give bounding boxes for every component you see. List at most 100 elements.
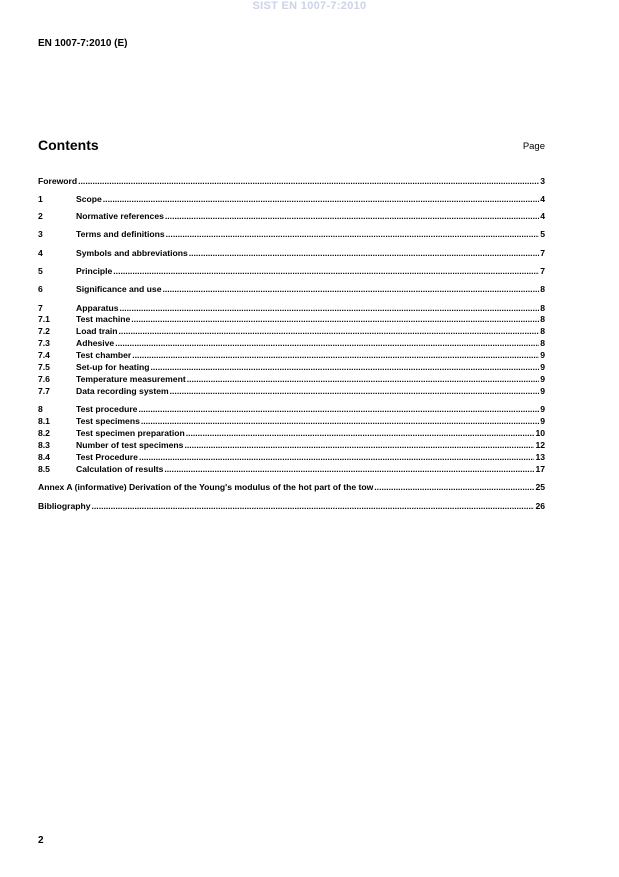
toc-leader-dots [113,266,539,277]
toc-entry[interactable]: 3 Terms and definitions 5 [38,229,545,240]
toc-leader-dots [141,416,539,427]
toc-page: 9 [540,386,545,396]
toc-title: Significance and use [76,284,162,294]
toc-leader-dots [184,440,534,451]
toc-entry[interactable]: 8 Test procedure 9 [38,404,545,415]
toc-title: Test specimens [76,416,140,426]
toc-number: 1 [38,194,43,204]
toc-leader-dots [132,350,539,361]
toc-page: 17 [535,464,545,474]
toc-title: Temperature measurement [76,374,186,384]
toc-page: 8 [540,338,545,348]
toc-leader-dots [189,248,539,259]
toc-page: 9 [540,374,545,384]
toc-title: Data recording system [76,386,169,396]
toc-title: Bibliography [38,501,91,511]
toc-entry[interactable]: 6 Significance and use 8 [38,284,545,295]
toc-entry[interactable]: 7.3 Adhesive 8 [38,338,545,349]
toc-entry[interactable]: 8.1 Test specimens 9 [38,416,545,427]
toc-number: 7.3 [38,338,50,348]
toc-number: 4 [38,248,43,258]
toc-title: Test procedure [76,404,138,414]
toc-number: 8.3 [38,440,50,450]
toc-number: 8.5 [38,464,50,474]
toc-leader-dots [187,374,540,385]
toc-entry[interactable]: 8.5 Calculation of results 17 [38,464,545,475]
toc-leader-dots [120,303,540,314]
toc-entry[interactable]: 1 Scope 4 [38,194,545,205]
page-number: 2 [38,835,44,846]
toc-number: 7.2 [38,326,50,336]
toc-page: 25 [535,482,545,492]
toc-entry[interactable]: 8.4 Test Procedure 13 [38,452,545,463]
toc-title: Load train [76,326,118,336]
contents-title: Contents [38,137,99,153]
toc-page: 4 [540,194,545,204]
toc-entry[interactable]: 4 Symbols and abbreviations 7 [38,248,545,259]
toc-title: Number of test specimens [76,440,184,450]
toc-title: Annex A (informative) Derivation of the … [38,482,374,492]
toc-leader-dots [119,326,540,337]
toc-title: Test machine [76,314,131,324]
toc-page: 5 [540,229,545,239]
toc-number: 8.4 [38,452,50,462]
toc-page: 8 [540,303,545,313]
toc-page: 8 [540,326,545,336]
toc-title: Symbols and abbreviations [76,248,188,258]
toc-number: 2 [38,211,43,221]
toc-entry[interactable]: Annex A (informative) Derivation of the … [38,482,545,493]
toc-entry[interactable]: 8.2 Test specimen preparation 10 [38,428,545,439]
toc-number: 7.6 [38,374,50,384]
toc-entry[interactable]: 5 Principle 7 [38,266,545,277]
toc-page: 7 [540,248,545,258]
toc-entry[interactable]: 7.6 Temperature measurement 9 [38,374,545,385]
toc-page: 12 [535,440,545,450]
toc-entry[interactable]: 7.4 Test chamber 9 [38,350,545,361]
toc-leader-dots [92,501,535,512]
toc-leader-dots [138,404,539,415]
toc-title: Calculation of results [76,464,164,474]
toc-entry[interactable]: 7.1 Test machine 8 [38,314,545,325]
toc-number: 7 [38,303,43,313]
toc-leader-dots [139,452,535,463]
toc-number: 7.5 [38,362,50,372]
toc-leader-dots [166,229,540,240]
toc-page: 8 [540,284,545,294]
toc-title: Apparatus [76,303,119,313]
toc-page: 9 [540,362,545,372]
toc-entry[interactable]: Foreword 3 [38,176,545,187]
toc-page: 7 [540,266,545,276]
toc-leader-dots [170,386,540,397]
toc-title: Adhesive [76,338,115,348]
toc-entry[interactable]: 7 Apparatus 8 [38,303,545,314]
toc-leader-dots [78,176,539,187]
toc-entry[interactable]: 7.7 Data recording system 9 [38,386,545,397]
watermark: SIST EN 1007-7:2010 [252,0,367,12]
toc-page: 26 [535,501,545,511]
toc-number: 8.2 [38,428,50,438]
toc-number: 5 [38,266,43,276]
toc-leader-dots [162,284,539,295]
toc-page: 3 [540,176,545,186]
page-column-label: Page [522,141,545,152]
toc-leader-dots [374,482,534,493]
toc-title: Test chamber [76,350,132,360]
toc-title: Terms and definitions [76,229,165,239]
toc-title: Normative references [76,211,164,221]
toc-entry[interactable]: Bibliography 26 [38,501,545,512]
toc-entry[interactable]: 8.3 Number of test specimens 12 [38,440,545,451]
toc-page: 8 [540,314,545,324]
toc-leader-dots [103,194,539,205]
toc-number: 3 [38,229,43,239]
toc-leader-dots [165,211,539,222]
toc-title: Foreword [38,176,78,186]
toc-number: 7.4 [38,350,50,360]
toc-leader-dots [186,428,535,439]
toc-page: 9 [540,416,545,426]
toc-entry[interactable]: 2 Normative references 4 [38,211,545,222]
toc-entry[interactable]: 7.2 Load train 8 [38,326,545,337]
toc-entry[interactable]: 7.5 Set-up for heating 9 [38,362,545,373]
toc-page: 4 [540,211,545,221]
toc-leader-dots [115,338,539,349]
